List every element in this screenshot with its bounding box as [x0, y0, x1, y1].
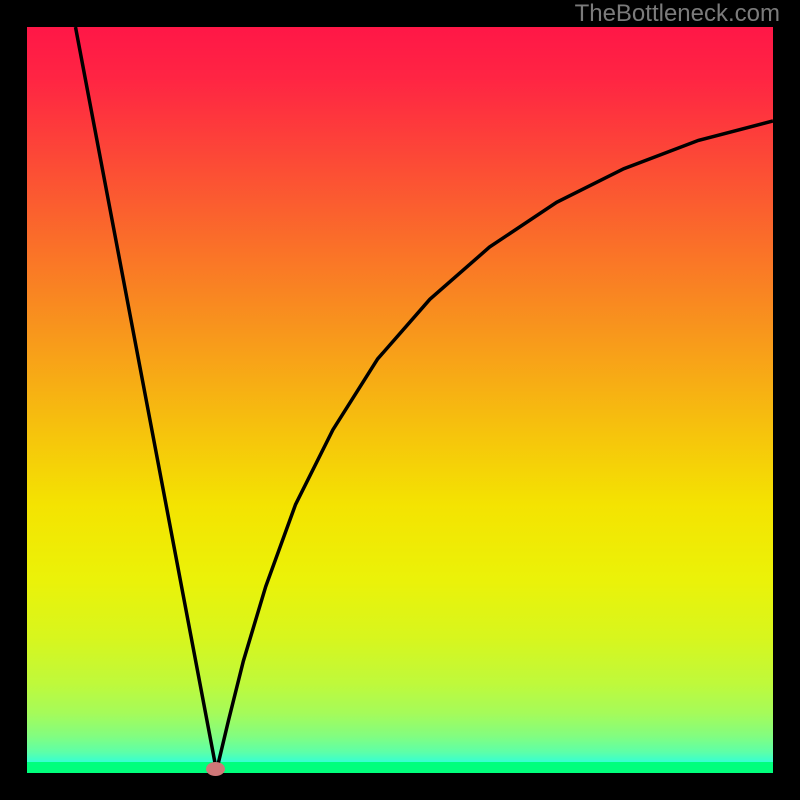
chart-container: TheBottleneck.com: [0, 0, 800, 800]
vertex-marker: [206, 762, 225, 776]
watermark-text: TheBottleneck.com: [575, 0, 780, 28]
plot-area: [27, 27, 773, 773]
bottleneck-curve: [75, 27, 773, 771]
curve-svg: [27, 27, 773, 773]
